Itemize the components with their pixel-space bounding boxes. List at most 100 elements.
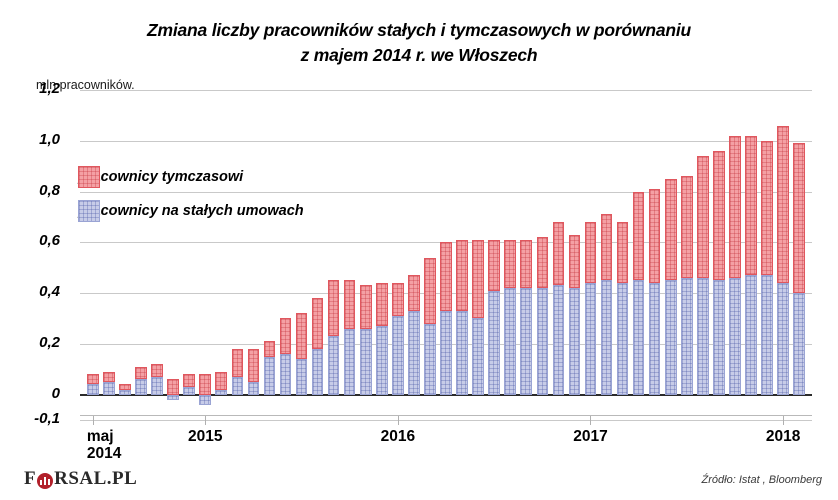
bar-segment-permanent [536, 288, 549, 395]
bar-group[interactable] [520, 90, 533, 420]
bar-segment-temporary [327, 280, 340, 337]
bar-group[interactable] [183, 90, 195, 420]
bar-segment-temporary [793, 143, 805, 294]
bar-group[interactable] [472, 90, 484, 420]
bar-group[interactable] [648, 90, 661, 420]
x-axis-tick-label: 2018 [765, 428, 801, 445]
bar-group[interactable] [616, 90, 629, 420]
bar-segment-permanent [215, 389, 228, 395]
bar-segment-temporary [263, 341, 276, 357]
bar-group[interactable] [231, 90, 244, 420]
bar-segment-permanent [247, 381, 260, 395]
bar-group[interactable] [664, 90, 677, 420]
bar-segment-temporary [311, 298, 324, 349]
bar-group[interactable] [247, 90, 260, 420]
logo-text-suffix: RSAL.PL [54, 468, 138, 489]
bar-segment-temporary [183, 374, 195, 387]
bar-segment-temporary [632, 191, 645, 281]
bar-segment-temporary [777, 125, 789, 283]
bar-group[interactable] [488, 90, 500, 420]
bar-group[interactable] [745, 90, 757, 420]
legend-label-temporary: pracownicy tymczasowi [78, 169, 244, 185]
bar-segment-temporary [167, 379, 179, 395]
y-axis-tick-label: 0,8 [39, 181, 60, 199]
title-line-1: Zmiana liczby pracowników stałych i tymc… [146, 20, 692, 40]
bar-segment-permanent [681, 277, 693, 395]
zero-baseline [80, 393, 812, 396]
y-axis-tick-label: 1,0 [39, 130, 60, 148]
bar-group[interactable] [552, 90, 565, 420]
bar-group[interactable] [343, 90, 356, 420]
bar-group[interactable] [456, 90, 468, 420]
bar-group[interactable] [392, 90, 404, 420]
bar-group[interactable] [681, 90, 693, 420]
bar-segment-temporary [681, 176, 693, 278]
bar-group[interactable] [600, 90, 613, 420]
source-attribution: Źródło: Istat , Bloomberg [701, 474, 822, 486]
bar-group[interactable] [536, 90, 549, 420]
legend-label-permanent: pracownicy na stałych umowach [78, 203, 304, 219]
bar-segment-permanent [552, 285, 565, 395]
bar-segment-permanent [231, 376, 244, 395]
bar-group[interactable] [199, 90, 211, 420]
y-axis-unit-caption: mln pracowników. [36, 78, 135, 92]
bar-segment-permanent [376, 326, 388, 395]
bar-segment-permanent [199, 394, 211, 405]
bar-group[interactable] [440, 90, 452, 420]
bar-segment-permanent [311, 348, 324, 395]
x-axis-tick [205, 416, 206, 425]
bar-segment-permanent [263, 356, 276, 395]
legend-swatch-temporary-icon [78, 166, 100, 188]
bar-group[interactable] [376, 90, 388, 420]
bar-group[interactable] [504, 90, 516, 420]
bar-group[interactable] [279, 90, 292, 420]
bar-group[interactable] [103, 90, 115, 420]
bar-segment-temporary [761, 140, 773, 276]
bar-group[interactable] [632, 90, 645, 420]
bar-group[interactable] [263, 90, 276, 420]
bar-segment-temporary [504, 239, 516, 288]
bar-group[interactable] [359, 90, 372, 420]
forsal-logo[interactable]: F RSAL.PL [24, 468, 137, 490]
bar-group[interactable] [761, 90, 773, 420]
logo-chart-mark-icon [37, 473, 54, 489]
bar-segment-permanent [777, 282, 789, 395]
bar-group[interactable] [584, 90, 597, 420]
bar-group[interactable] [167, 90, 179, 420]
title-line-2: z majem 2014 r. we Włoszech [300, 45, 538, 65]
bar-segment-permanent [183, 387, 195, 395]
bar-group[interactable] [568, 90, 581, 420]
legend-swatch-permanent-icon [78, 200, 100, 222]
bar-segment-temporary [488, 239, 500, 291]
bar-group[interactable] [327, 90, 340, 420]
bar-group[interactable] [87, 90, 99, 420]
bar-group[interactable] [295, 90, 308, 420]
y-axis-tick-label: -0,1 [34, 410, 60, 427]
bar-group[interactable] [215, 90, 228, 420]
bar-group[interactable] [408, 90, 420, 420]
bar-segment-temporary [745, 135, 757, 276]
bar-group[interactable] [311, 90, 324, 420]
y-axis-tick-label: 0 [51, 384, 60, 402]
bar-segment-permanent [632, 280, 645, 395]
bar-group[interactable] [729, 90, 741, 420]
x-axis-tick [590, 416, 591, 425]
bar-group[interactable] [424, 90, 436, 420]
page-title: Zmiana liczby pracowników stałych i tymc… [0, 18, 838, 68]
bar-segment-temporary [392, 282, 404, 316]
bar-group[interactable] [151, 90, 163, 420]
bar-group[interactable] [777, 90, 789, 420]
bar-segment-temporary [103, 371, 115, 382]
bar-group[interactable] [793, 90, 805, 420]
bar-group[interactable] [119, 90, 131, 420]
bar-segment-temporary [279, 318, 292, 354]
legend-item-temporary: pracownicy tymczasowi [78, 160, 304, 194]
bar-segment-permanent [584, 282, 597, 395]
bar-group[interactable] [697, 90, 709, 420]
bar-segment-temporary [600, 214, 613, 281]
bar-segment-permanent [327, 336, 340, 395]
y-axis-tick-label: 0,2 [39, 333, 60, 351]
bar-group[interactable] [713, 90, 725, 420]
bar-group[interactable] [135, 90, 147, 420]
